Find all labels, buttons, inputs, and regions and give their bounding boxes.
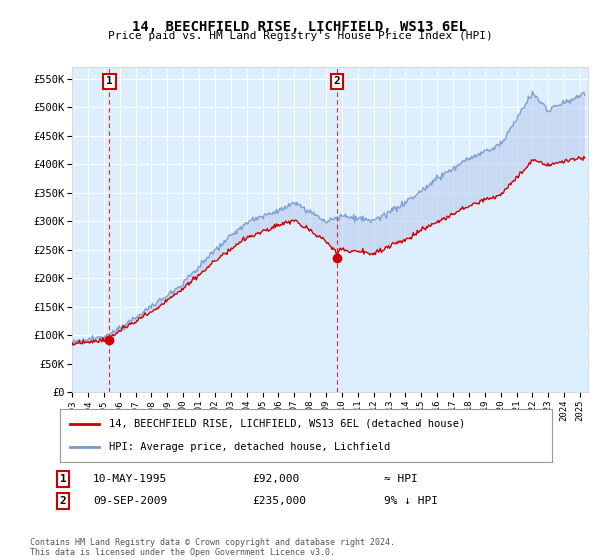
Text: 1: 1 [59, 474, 67, 484]
Text: £235,000: £235,000 [252, 496, 306, 506]
Text: 2: 2 [59, 496, 67, 506]
Text: £92,000: £92,000 [252, 474, 299, 484]
Text: 14, BEECHFIELD RISE, LICHFIELD, WS13 6EL: 14, BEECHFIELD RISE, LICHFIELD, WS13 6EL [133, 20, 467, 34]
Text: Contains HM Land Registry data © Crown copyright and database right 2024.
This d: Contains HM Land Registry data © Crown c… [30, 538, 395, 557]
Text: 10-MAY-1995: 10-MAY-1995 [93, 474, 167, 484]
Text: HPI: Average price, detached house, Lichfield: HPI: Average price, detached house, Lich… [109, 442, 391, 452]
Text: 09-SEP-2009: 09-SEP-2009 [93, 496, 167, 506]
Text: 1: 1 [106, 77, 113, 86]
Text: Price paid vs. HM Land Registry's House Price Index (HPI): Price paid vs. HM Land Registry's House … [107, 31, 493, 41]
Text: 9% ↓ HPI: 9% ↓ HPI [384, 496, 438, 506]
Text: 2: 2 [334, 77, 340, 86]
Text: ≈ HPI: ≈ HPI [384, 474, 418, 484]
Text: 14, BEECHFIELD RISE, LICHFIELD, WS13 6EL (detached house): 14, BEECHFIELD RISE, LICHFIELD, WS13 6EL… [109, 419, 466, 429]
